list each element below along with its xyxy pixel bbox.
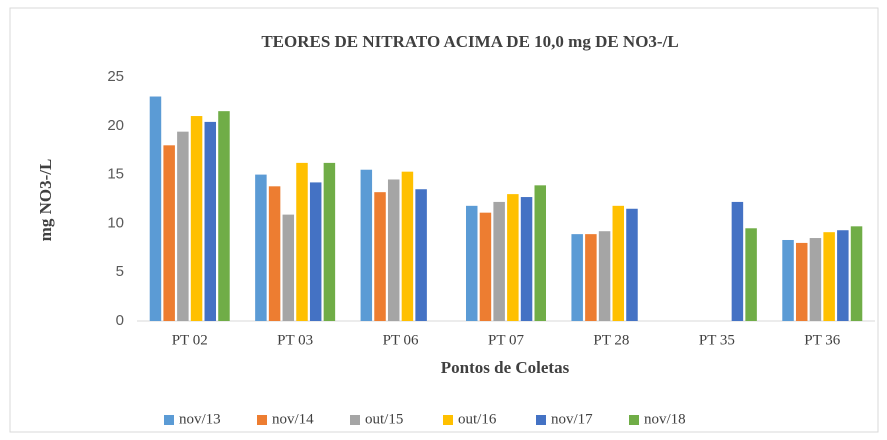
bar (507, 194, 519, 321)
bar (571, 234, 583, 321)
legend-label: out/16 (458, 411, 497, 427)
bar (387, 179, 400, 321)
bar (585, 234, 597, 321)
bar (823, 232, 835, 321)
legend-label: nov/17 (551, 411, 593, 427)
bar (809, 238, 822, 321)
bar (850, 226, 863, 321)
bar (493, 201, 505, 321)
y-tick-label: 20 (107, 117, 124, 134)
y-tick-label: 10 (107, 214, 124, 231)
bar (268, 186, 281, 321)
bar (745, 228, 757, 321)
y-tick-label: 5 (116, 263, 124, 280)
bar (795, 242, 808, 321)
y-tick-label: 25 (107, 68, 124, 85)
bar (309, 182, 322, 321)
bar (782, 239, 794, 321)
bar (190, 116, 203, 321)
x-tick-label: PT 35 (699, 332, 735, 348)
x-tick-label: PT 28 (593, 332, 629, 348)
bar (466, 205, 478, 321)
y-tick-label: 0 (116, 312, 124, 329)
legend-swatch (350, 415, 360, 425)
legend-label: nov/14 (272, 411, 314, 427)
bar (177, 131, 189, 321)
y-axis-label: mg NO3-/L (36, 159, 55, 242)
bar (401, 171, 414, 321)
x-axis-label: Pontos de Coletas (441, 358, 570, 377)
bar (534, 185, 546, 321)
bar (415, 189, 427, 321)
x-tick-label: PT 07 (488, 332, 524, 348)
legend-swatch (443, 415, 453, 425)
x-tick-label: PT 02 (172, 332, 208, 348)
bar (296, 162, 308, 321)
x-tick-label: PT 03 (277, 332, 313, 348)
bar (163, 145, 175, 321)
legend-label: nov/13 (179, 411, 221, 427)
legend-swatch (536, 415, 546, 425)
bar (282, 214, 295, 321)
bar (204, 121, 217, 322)
x-tick-label: PT 06 (383, 332, 419, 348)
bar (731, 201, 744, 321)
legend-swatch (629, 415, 639, 425)
chart-title: TEORES DE NITRATO ACIMA DE 10,0 mg DE NO… (261, 32, 678, 51)
bar (612, 205, 625, 321)
bar (149, 96, 162, 322)
bar (479, 212, 492, 321)
legend-label: nov/18 (644, 411, 686, 427)
bar (837, 230, 849, 321)
bar (626, 208, 638, 321)
y-tick-label: 15 (107, 166, 124, 183)
legend-swatch (164, 415, 174, 425)
bar (598, 231, 611, 321)
bar (323, 162, 336, 321)
legend-label: out/15 (365, 411, 403, 427)
bar (520, 197, 533, 321)
legend-swatch (257, 415, 267, 425)
bar (255, 174, 267, 321)
x-tick-label: PT 36 (804, 332, 840, 348)
bar (374, 192, 386, 321)
bar (218, 111, 230, 321)
bar (360, 169, 373, 321)
